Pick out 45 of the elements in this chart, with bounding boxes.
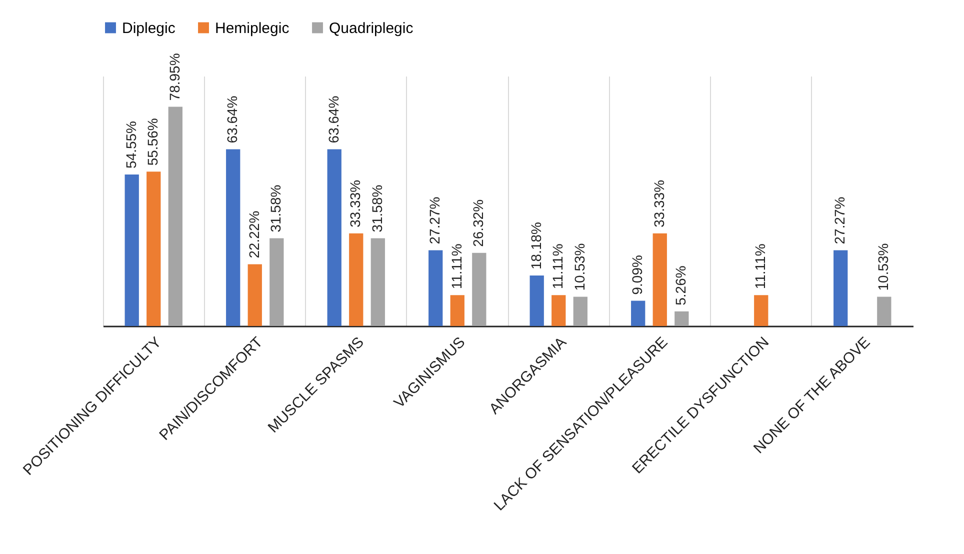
data-label: 31.58% bbox=[368, 184, 385, 232]
bar bbox=[674, 311, 689, 326]
bar bbox=[146, 172, 161, 326]
data-label: 22.22% bbox=[246, 210, 262, 258]
bar bbox=[877, 296, 892, 326]
data-label: 18.18% bbox=[528, 222, 544, 270]
data-label: 27.27% bbox=[426, 196, 443, 244]
bar bbox=[834, 250, 848, 326]
bar bbox=[327, 149, 342, 326]
bar bbox=[754, 295, 768, 326]
bar bbox=[349, 233, 364, 326]
data-label: 63.64% bbox=[325, 96, 342, 144]
data-label: 55.56% bbox=[144, 118, 161, 166]
bar bbox=[248, 264, 262, 326]
bar bbox=[124, 174, 139, 326]
legend-label: Diplegic bbox=[122, 20, 176, 37]
bar bbox=[450, 295, 464, 326]
bar bbox=[631, 300, 646, 326]
data-label: 26.32% bbox=[470, 199, 486, 247]
bar bbox=[168, 106, 182, 326]
data-label: 27.27% bbox=[832, 196, 848, 244]
data-label: 31.58% bbox=[268, 184, 284, 232]
data-label: 11.11% bbox=[448, 244, 464, 290]
data-label: 10.53% bbox=[875, 243, 892, 291]
legend-label: Quadriplegic bbox=[329, 20, 414, 37]
bar bbox=[428, 250, 443, 326]
data-label: 5.26% bbox=[672, 266, 689, 306]
bar bbox=[652, 233, 667, 326]
data-label: 10.53% bbox=[571, 243, 588, 291]
bar bbox=[226, 149, 240, 326]
bar bbox=[552, 295, 566, 326]
data-label: 11.11% bbox=[550, 244, 566, 290]
data-label: 63.64% bbox=[224, 96, 240, 144]
data-label: 33.33% bbox=[347, 180, 364, 228]
bar bbox=[530, 276, 544, 326]
data-label: 54.55% bbox=[122, 120, 139, 168]
bar bbox=[573, 296, 588, 326]
data-label: 78.95% bbox=[166, 53, 182, 101]
data-label: 11.11% bbox=[752, 244, 768, 290]
legend-label: Hemiplegic bbox=[215, 20, 290, 37]
bar bbox=[370, 238, 385, 326]
data-label: 33.33% bbox=[650, 180, 667, 228]
data-label: 9.09% bbox=[629, 255, 646, 295]
bar bbox=[472, 252, 486, 326]
bar bbox=[270, 238, 284, 326]
